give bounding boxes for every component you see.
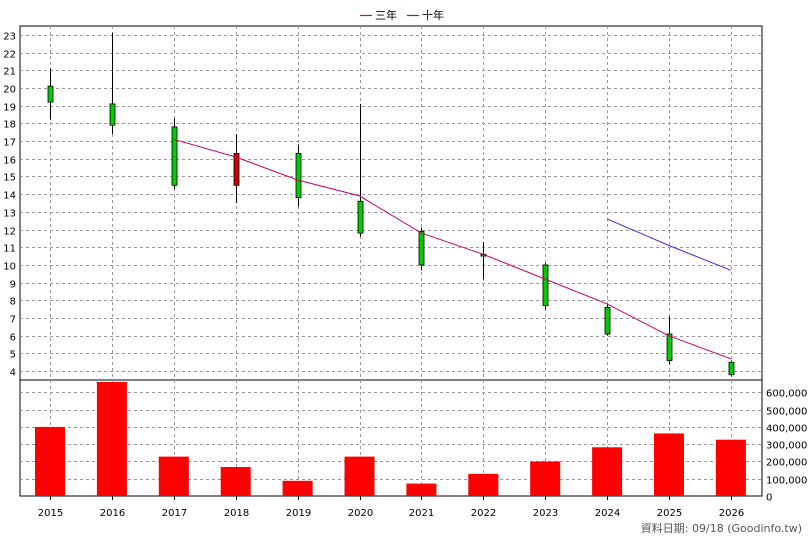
candle-body: [47, 85, 54, 103]
x-tick-label: 2016: [100, 508, 125, 519]
volume-bar: [592, 447, 623, 496]
price-tick-label: 4: [10, 368, 16, 379]
candle-body: [109, 103, 116, 126]
x-tick-label: 2020: [348, 508, 373, 519]
x-tick-label: 2018: [224, 508, 249, 519]
x-tick-label: 2026: [719, 508, 744, 519]
price-tick-label: 6: [10, 333, 16, 344]
candle-body: [171, 126, 178, 186]
x-tick-label: 2019: [286, 508, 311, 519]
price-tick-label: 11: [3, 244, 16, 255]
volume-tick-label: 600,000: [766, 389, 807, 400]
candle-body: [418, 230, 425, 266]
price-tick-label: 20: [3, 85, 16, 96]
volume-bar: [35, 426, 65, 496]
price-tick-label: 15: [3, 173, 16, 184]
volume-bar: [654, 433, 684, 496]
volume-tick-label: 200,000: [766, 458, 807, 469]
x-tick-label: 2021: [409, 508, 434, 519]
volume-tick-label: 300,000: [766, 441, 807, 452]
price-tick-label: 19: [3, 103, 16, 114]
plot-frame: [19, 25, 763, 497]
x-tick-label: 2015: [38, 508, 63, 519]
volume-bar: [282, 480, 313, 496]
price-tick-label: 13: [3, 209, 16, 220]
price-tick-label: 5: [10, 350, 16, 361]
candle-body: [728, 361, 735, 376]
candle-body: [233, 153, 240, 186]
volume-bar: [344, 456, 375, 496]
price-tick-label: 17: [3, 138, 16, 149]
x-tick-label: 2017: [162, 508, 187, 519]
x-tick-label: 2023: [533, 508, 558, 519]
price-tick-label: 21: [3, 67, 16, 78]
ma-line-ten-year: [606, 218, 732, 271]
candle-body: [604, 307, 611, 335]
legend-label: 三年: [375, 8, 397, 22]
volume-bar: [220, 466, 251, 496]
candle-body: [295, 153, 302, 199]
price-tick-label: 14: [3, 191, 16, 202]
price-tick-label: 18: [3, 120, 16, 131]
volume-bar: [468, 473, 499, 496]
data-date-footer: 資料日期: 09/18 (Goodinfo.tw): [640, 522, 802, 535]
volume-bar: [406, 483, 437, 496]
volume-tick-label: 400,000: [766, 424, 807, 435]
volume-bar: [715, 439, 746, 496]
volume-tick-label: 100,000: [766, 476, 807, 487]
x-tick-label: 2022: [471, 508, 496, 519]
price-tick-label: 7: [10, 315, 16, 326]
legend-label: 十年: [422, 8, 444, 22]
price-tick-label: 9: [10, 280, 16, 291]
volume-bar: [158, 456, 189, 496]
candle-body: [666, 333, 673, 361]
price-tick-label: 12: [3, 227, 16, 238]
price-tick-label: 23: [3, 32, 16, 43]
price-tick-label: 22: [3, 50, 16, 61]
ma-line-three-year: [173, 138, 732, 360]
volume-bar: [530, 461, 561, 496]
x-tick-label: 2025: [657, 508, 682, 519]
candle-body: [542, 264, 549, 307]
price-tick-label: 10: [3, 262, 16, 273]
price-tick-label: 8: [10, 297, 16, 308]
volume-tick-label: 500,000: [766, 407, 807, 418]
candle-body: [357, 200, 364, 234]
volume-bar: [96, 382, 127, 496]
x-tick-label: 2024: [595, 508, 620, 519]
price-tick-label: 16: [3, 156, 16, 167]
volume-tick-label: 0: [766, 493, 772, 504]
